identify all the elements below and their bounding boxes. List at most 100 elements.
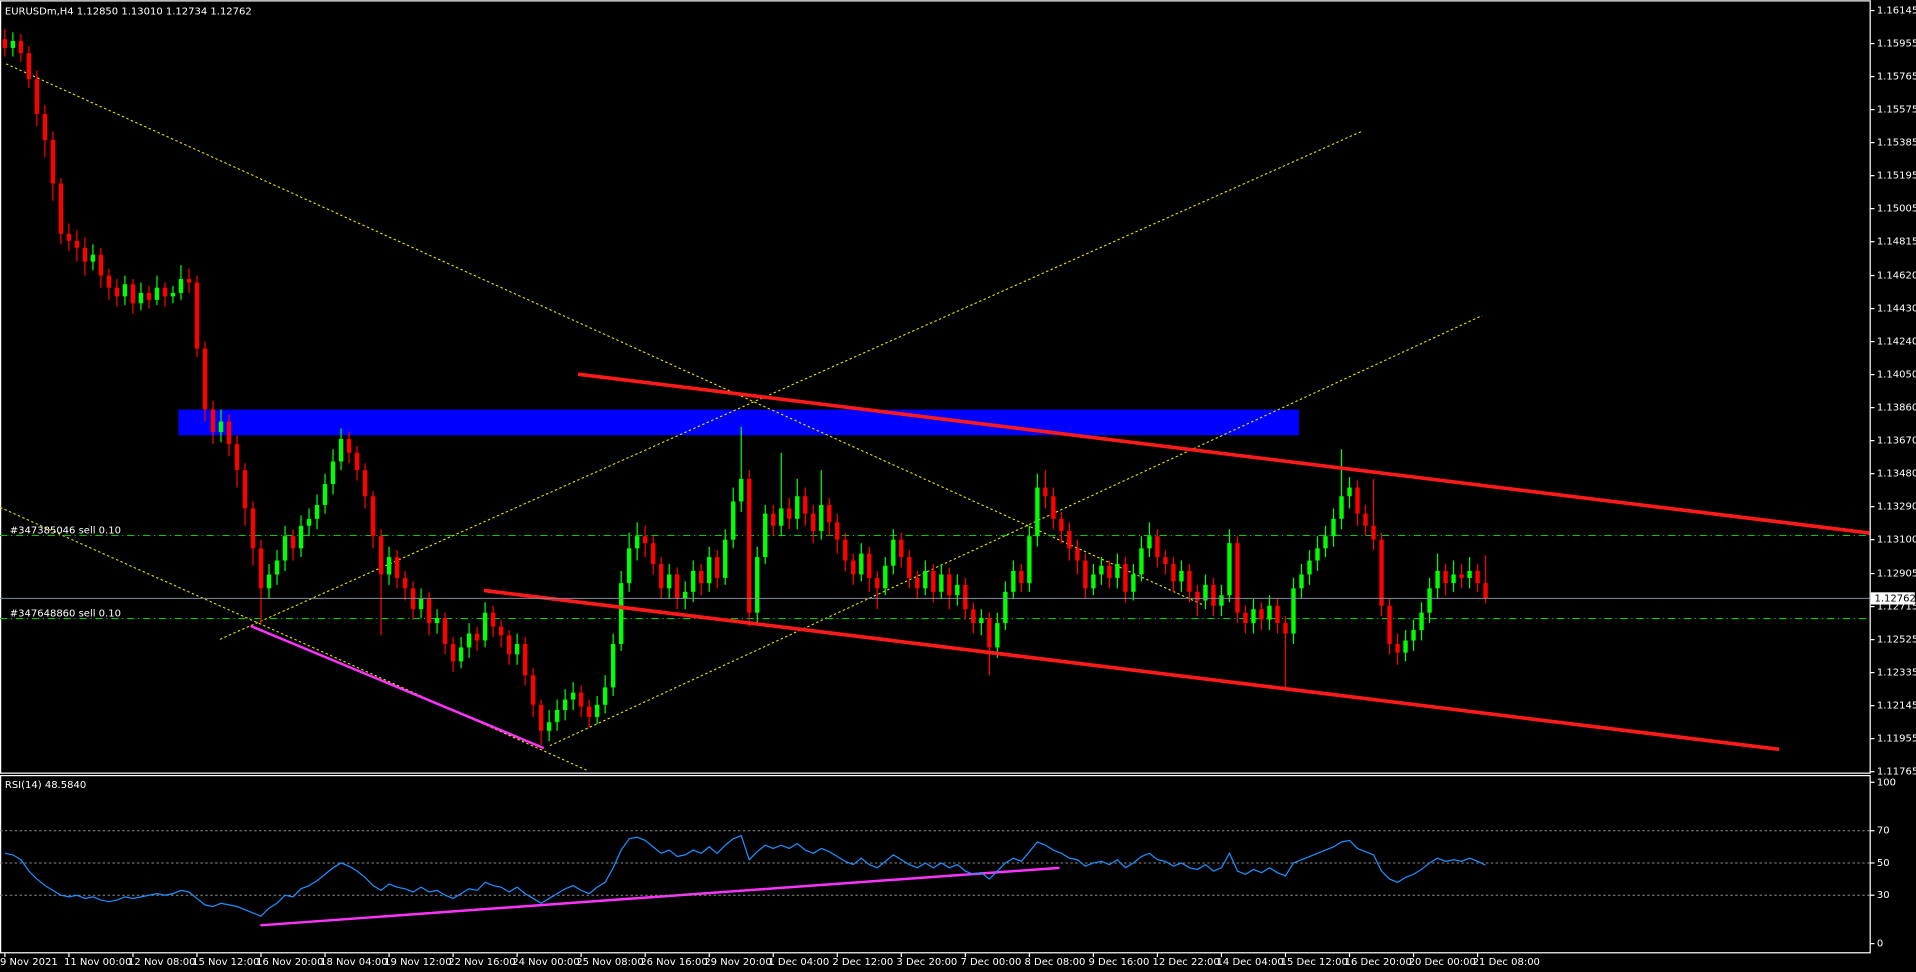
candle-body [298,525,304,549]
candle-body [250,508,256,549]
candle-body [322,484,328,505]
candle-body [674,574,680,599]
candle-body [827,504,832,523]
x-tick-label: 22 Nov 16:00 [448,957,515,968]
candle-body [178,279,184,293]
divergence-line [250,624,545,750]
candle-body [1115,564,1120,578]
candle-body [186,279,192,283]
candle-body [354,452,360,471]
candle-body [146,292,152,300]
candle-body [578,692,584,707]
candle-body [1435,570,1440,589]
candle-body [650,543,656,565]
candle-body [1043,487,1048,497]
candle-body [899,539,904,558]
candle-body [747,478,752,613]
candle-body [1187,570,1192,592]
candle-body [1483,583,1488,599]
candle-body [34,79,40,114]
candle-body [1011,570,1016,592]
candle-body [490,612,496,627]
candle-body [1027,536,1032,584]
candle-body [1195,591,1200,601]
candle-body [378,536,384,575]
candle-body [691,570,696,592]
candle-body [787,508,792,519]
y-tick-label: 1.12525 [1877,635,1916,646]
candle-body [474,633,480,641]
zone-rectangle [178,409,1299,436]
candle-body [26,53,32,80]
rsi-line [4,834,1486,917]
x-tick-label: 15 Dec 12:00 [1281,957,1348,968]
candle-body [418,598,424,610]
candle-body [1275,605,1280,624]
candle-body [610,643,616,688]
candle-body [106,275,112,288]
candle-body [979,617,984,624]
x-tick-label: 16 Dec 20:00 [1345,957,1412,968]
candle-body [642,536,648,544]
candle-body [1371,525,1376,540]
candle-body [1123,564,1128,592]
candle-body [1299,574,1304,589]
candle-body [811,513,816,531]
candle-body [755,557,760,613]
x-tick-label: 12 Nov 08:00 [128,957,195,968]
candle-body [1099,565,1104,575]
y-tick-label: 1.11765 [1877,767,1916,778]
candle-body [1251,609,1256,624]
main-frame [0,0,1871,774]
candle-body [538,704,544,731]
candle-body [1227,543,1232,596]
candle-body [50,140,56,184]
candle-body [1347,487,1352,497]
y-tick-label: 1.12905 [1877,569,1916,580]
candle-body [939,574,944,592]
divergence-line [260,866,1060,927]
candle-body [779,508,784,526]
current-price-label: 1.12762 [1874,593,1915,604]
candle-body [458,647,464,662]
candle-body [1019,570,1024,584]
y-tick-label: 1.13290 [1877,502,1916,513]
candle-body [907,557,912,578]
candle-body [114,287,120,297]
candle-body [1323,536,1328,549]
candle-body [1403,640,1408,653]
x-tick-label: 12 Dec 22:00 [1153,957,1220,968]
candle-body [210,409,216,432]
y-tick-label: 70 [1877,826,1890,837]
candle-body [1083,560,1088,589]
x-tick-label: 15 Nov 12:00 [192,957,259,968]
candle-body [715,557,720,578]
candle-body [658,564,664,589]
y-tick-label: 1.16145 [1877,6,1916,17]
candle-body [771,513,776,526]
candle-body [843,539,848,561]
candle-body [226,421,232,445]
candle-body [1051,496,1056,519]
candle-body [666,574,672,589]
candle-body [683,591,688,599]
y-tick-label: 1.12715 [1877,602,1916,613]
x-tick-label: 19 Nov 12:00 [384,957,451,968]
candle-body [586,706,592,717]
candle-body [1475,570,1480,584]
candle-body [963,584,968,610]
candle-body [314,504,320,519]
x-tick-label: 8 Dec 08:00 [1024,957,1085,968]
x-tick-label: 21 Dec 08:00 [1473,957,1540,968]
y-tick-label: 1.13480 [1877,469,1916,480]
candle-body [266,574,272,589]
y-tick-label: 1.14050 [1877,370,1916,381]
order-label: #347648860 sell 0.10 [10,609,121,620]
x-tick-label: 11 Nov 00:00 [64,957,131,968]
candle-body [875,577,880,589]
candle-body [1219,595,1224,606]
y-tick-label: 50 [1877,858,1890,869]
candle-body [1443,570,1448,584]
y-tick-label: 1.14815 [1877,237,1916,248]
